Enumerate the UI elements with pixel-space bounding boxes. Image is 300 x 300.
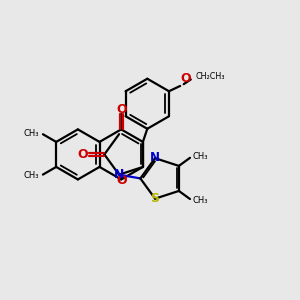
Text: CH₃: CH₃ <box>24 171 39 180</box>
Text: CH₂CH₃: CH₂CH₃ <box>195 72 225 81</box>
Text: O: O <box>116 174 127 187</box>
Text: CH₃: CH₃ <box>24 129 39 138</box>
Text: CH₃: CH₃ <box>192 152 208 160</box>
Text: S: S <box>151 192 160 205</box>
Text: N: N <box>114 168 124 181</box>
Text: O: O <box>181 72 191 86</box>
Text: O: O <box>78 148 88 161</box>
Text: N: N <box>150 151 160 164</box>
Text: CH₃: CH₃ <box>192 196 208 205</box>
Text: O: O <box>116 103 127 116</box>
